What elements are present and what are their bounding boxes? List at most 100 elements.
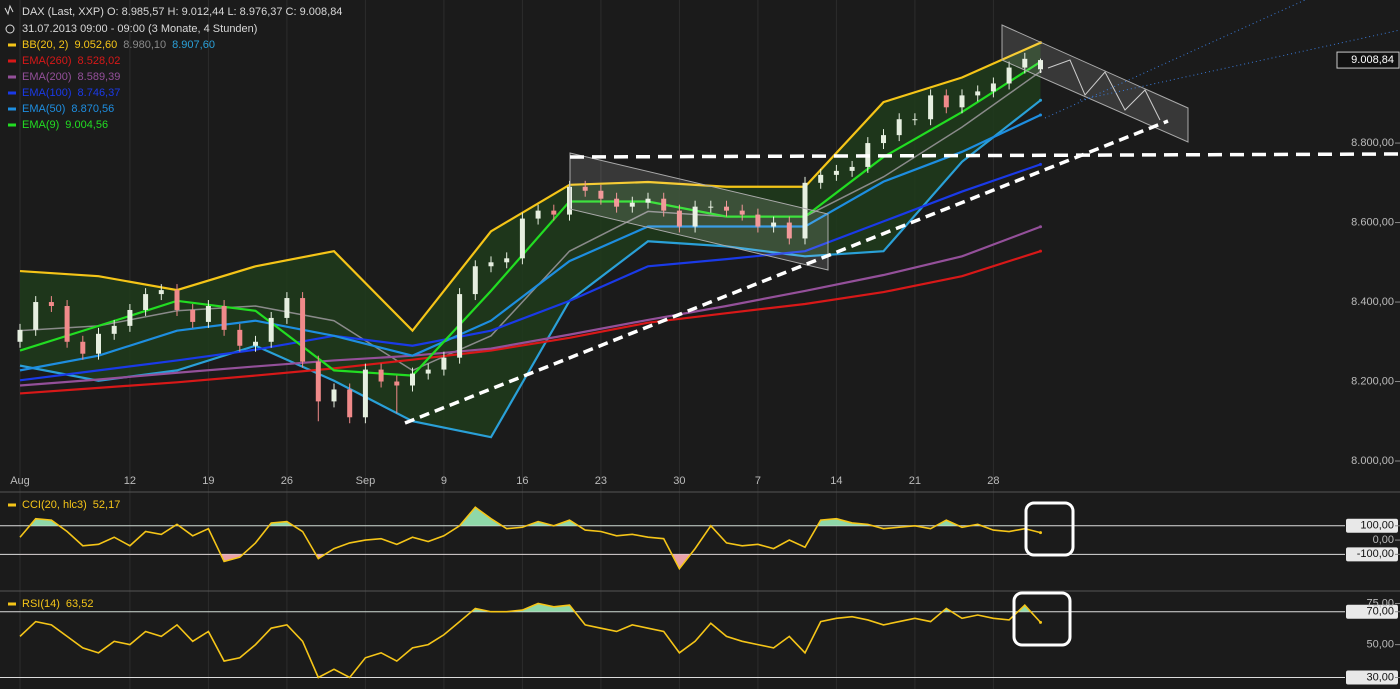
candle-body <box>127 309 133 326</box>
candle-body <box>708 206 714 208</box>
panel-title: RSI(14) <box>22 598 60 610</box>
last-value-dot <box>1039 98 1042 102</box>
candle-body <box>174 290 180 310</box>
y-tick-box <box>1346 670 1398 685</box>
wave-pattern <box>1047 59 1161 121</box>
candle-body <box>614 198 620 207</box>
legend-value: 8.528,02 <box>78 55 121 67</box>
indicator-line <box>19 114 1041 372</box>
header-title: DAX (Last, XXP) O: 8.985,57 H: 9.012,44 … <box>22 6 342 18</box>
candle-body <box>724 206 729 211</box>
legend-value: 8.980,10 <box>123 39 166 51</box>
y-tick-label: 50,00 <box>1366 639 1394 651</box>
candle-body <box>943 95 949 108</box>
candle-body <box>347 389 353 418</box>
resistance-line <box>569 152 1400 159</box>
indicator-line <box>19 506 1041 571</box>
y-tick-box <box>1346 518 1398 533</box>
x-tick-label: 14 <box>830 475 842 487</box>
indicator-line <box>19 602 1042 679</box>
candle-body <box>990 83 996 92</box>
y-tick-label: 30,00 <box>1366 671 1394 683</box>
candle-body <box>519 218 525 259</box>
candle-body <box>111 325 117 334</box>
y-tick-label: 70,00 <box>1366 606 1394 618</box>
last-value-dot <box>1039 531 1042 535</box>
x-tick-label: 12 <box>124 475 136 487</box>
candle-body <box>410 373 415 386</box>
indicator-line <box>19 225 1041 387</box>
candle-body <box>975 91 981 96</box>
y-tick-label: 8.000,00 <box>1351 455 1394 467</box>
legend-label: EMA(100) <box>22 87 72 99</box>
candle-body <box>362 369 368 418</box>
candle-body <box>158 290 164 295</box>
candle-body <box>755 214 761 227</box>
x-tick-label: 30 <box>673 475 685 487</box>
indicator-line <box>19 163 1041 382</box>
trend-channel <box>569 152 829 271</box>
last-value-dot <box>1039 225 1042 229</box>
legend-value: 52,17 <box>93 499 121 511</box>
y-tick-label: 8.600,00 <box>1351 216 1394 228</box>
candle-body <box>190 309 196 322</box>
plot: 8.000,00 8.200,00 8.400,00 8.600,00 8.800,00… <box>17 41 1400 683</box>
x-tick-label: Sep <box>356 475 376 487</box>
x-tick-label: 21 <box>909 475 921 487</box>
candle-body <box>488 262 494 267</box>
candle-body <box>96 333 101 354</box>
candle-body <box>676 210 682 227</box>
legend-label: EMA(260) <box>22 55 72 67</box>
candle-body <box>802 182 808 239</box>
candle-body <box>582 186 588 191</box>
candle-body <box>535 210 541 219</box>
candle-body <box>331 389 337 402</box>
candle-body <box>33 302 39 330</box>
band-area <box>20 42 1041 438</box>
candle-body <box>896 119 902 136</box>
legend-value: 63,52 <box>66 598 94 610</box>
candle-body <box>425 369 431 374</box>
clock-icon <box>5 24 15 34</box>
y-tick-label: 8.800,00 <box>1351 137 1394 149</box>
candle-body <box>284 298 290 318</box>
legend-label: EMA(9) <box>22 119 59 131</box>
candle-body <box>881 135 886 144</box>
overbought-area <box>471 603 1031 612</box>
candle-body <box>661 198 667 211</box>
legend-value: 8.870,56 <box>71 103 114 115</box>
x-tick-label: 23 <box>595 475 607 487</box>
last-price-box <box>1336 51 1400 69</box>
last-value-dot <box>1039 249 1042 253</box>
candle-body <box>441 357 447 370</box>
panel-title: CCI(20, hlc3) <box>22 499 87 511</box>
candle-body <box>64 306 70 342</box>
candle-body <box>692 206 698 227</box>
highlight-box <box>1012 591 1072 647</box>
y-tick-label: -100,00 <box>1357 548 1394 560</box>
header: DAX (Last, XXP) O: 8.985,57 H: 9.012,44 … <box>4 4 342 35</box>
header-subtitle: 31.07.2013 09:00 - 09:00 (3 Monate, 4 St… <box>22 23 257 35</box>
indicator-line <box>19 70 1041 372</box>
candle-body <box>598 190 604 199</box>
candle-body <box>457 294 463 358</box>
y-tick-label: 8.400,00 <box>1351 296 1394 308</box>
candle-body <box>1006 67 1012 84</box>
candle-body <box>833 170 839 175</box>
candle-body <box>378 369 384 382</box>
chart-icon <box>4 4 14 16</box>
candle-body <box>928 95 934 120</box>
candle-body <box>268 317 274 342</box>
last-value-dot <box>1039 620 1042 624</box>
candle-body <box>1038 60 1043 70</box>
candle-body <box>849 166 855 171</box>
candle-body <box>394 381 400 386</box>
support-trendline <box>404 119 1169 425</box>
last-price-label: 9.008,84 <box>1351 54 1394 66</box>
candle-body <box>629 202 635 207</box>
x-tick-label: Aug <box>10 475 30 487</box>
indicator-line <box>19 41 1041 333</box>
candle-body <box>48 302 54 307</box>
